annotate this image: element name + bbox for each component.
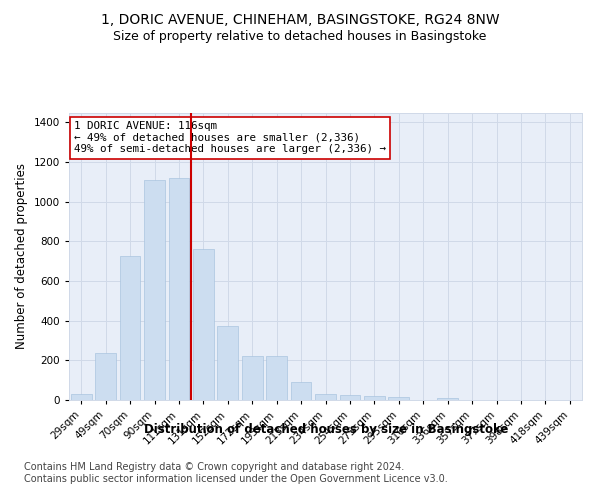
Bar [71,394,92,400]
Bar [144,180,165,400]
Y-axis label: Number of detached properties: Number of detached properties [15,163,28,350]
Bar [266,356,287,400]
Bar [193,250,214,400]
Bar [217,326,238,400]
Text: Size of property relative to detached houses in Basingstoke: Size of property relative to detached ho… [113,30,487,43]
Bar [437,398,458,400]
Bar [340,395,361,400]
Bar [290,382,311,400]
Text: 1 DORIC AVENUE: 116sqm
← 49% of detached houses are smaller (2,336)
49% of semi-: 1 DORIC AVENUE: 116sqm ← 49% of detached… [74,121,386,154]
Text: Contains HM Land Registry data © Crown copyright and database right 2024.
Contai: Contains HM Land Registry data © Crown c… [24,462,448,484]
Bar [95,354,116,400]
Bar [242,356,263,400]
Bar [169,178,190,400]
Text: 1, DORIC AVENUE, CHINEHAM, BASINGSTOKE, RG24 8NW: 1, DORIC AVENUE, CHINEHAM, BASINGSTOKE, … [101,12,499,26]
Bar [388,397,409,400]
Bar [364,396,385,400]
Bar [119,256,140,400]
Text: Distribution of detached houses by size in Basingstoke: Distribution of detached houses by size … [143,422,508,436]
Bar [315,394,336,400]
